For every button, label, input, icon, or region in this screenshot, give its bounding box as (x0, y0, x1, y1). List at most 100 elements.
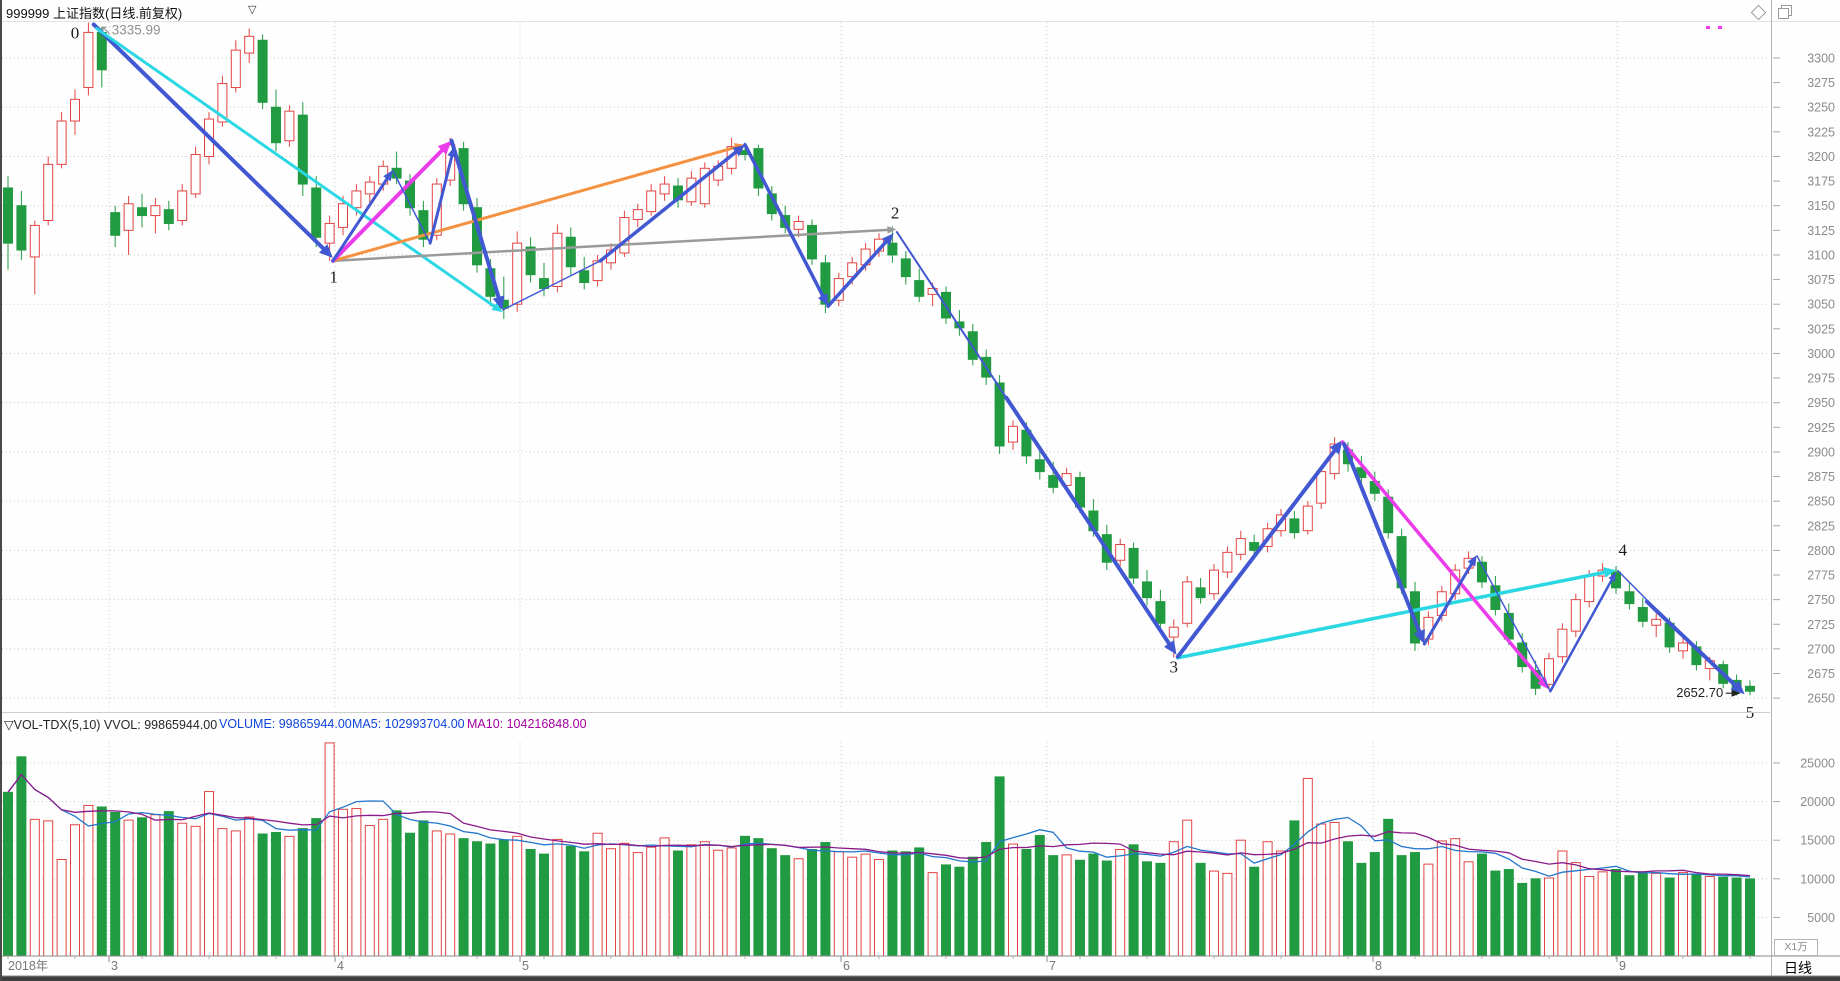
volume-bar (217, 828, 228, 957)
candle-body (592, 260, 603, 282)
month-label: 7 (1049, 959, 1056, 973)
volume-bar (1182, 819, 1193, 957)
volume-bar (1235, 839, 1246, 957)
trend-arrow-line (826, 236, 891, 308)
candle-body (1316, 471, 1327, 504)
cascade-windows-icon-front[interactable] (1778, 8, 1789, 19)
candle-body (1195, 587, 1206, 599)
candle-body (284, 110, 295, 142)
trend-arrow-head (1537, 676, 1549, 690)
axis-label: 3225 (1807, 125, 1835, 139)
axis-label: 20000 (1800, 795, 1835, 809)
volume-bar (1423, 863, 1434, 957)
trend-arrow-line (1176, 569, 1611, 660)
trend-arrow-head (319, 244, 333, 258)
volume-bar (1021, 848, 1032, 957)
volume-bar (56, 859, 67, 957)
volume-bar (338, 808, 348, 957)
symbol-title: 999999 上证指数(日线.前复权) (6, 6, 183, 21)
period-label[interactable]: 日线 (1784, 960, 1812, 976)
candle-body (632, 209, 643, 221)
month-label: 8 (1375, 959, 1382, 973)
volume-bar (29, 818, 40, 957)
trend-arrow-line (1422, 559, 1476, 646)
volume-bar (1651, 872, 1662, 957)
volume-bar (981, 842, 992, 957)
axis-label: 2652.70 (1676, 685, 1723, 700)
volume-bar (1718, 876, 1729, 957)
volume-bar (137, 817, 147, 957)
chevron-down-icon[interactable]: ▽ (248, 4, 257, 16)
volume-bar (1704, 875, 1715, 957)
month-label: 3 (111, 959, 118, 973)
volume-bar (1597, 871, 1608, 957)
volume-bar (378, 818, 389, 957)
candle-body (163, 209, 174, 224)
volume-bar (1570, 862, 1581, 957)
volume-bar (177, 822, 188, 957)
volume-bar (257, 833, 268, 957)
volume-bar (1477, 853, 1487, 957)
magenta-dot (1706, 26, 1710, 29)
candle-body (847, 262, 858, 278)
axis-label: 15000 (1800, 834, 1835, 848)
volume-bar (1356, 862, 1367, 957)
trend-arrow-head (732, 144, 745, 157)
candle-body (1048, 475, 1059, 488)
candle-body (190, 154, 201, 195)
volume-bar (579, 851, 590, 957)
vol-indicator-label[interactable]: ▽VOL-TDX(5,10) VVOL: 99865944.00 (4, 718, 218, 732)
candle-body (1584, 575, 1595, 603)
volume-unit-label: X1万 (1774, 939, 1818, 956)
volume-bar (351, 808, 362, 957)
trend-arrow-line (331, 228, 893, 263)
volume-bar (1611, 869, 1621, 957)
candle-body (324, 222, 335, 244)
window-left-edge (0, 0, 2, 981)
candle-body (1209, 569, 1219, 595)
candle-body (137, 207, 147, 217)
candle-body (257, 39, 268, 103)
volume-bar (646, 846, 657, 957)
volume-bar (1410, 852, 1420, 957)
volume-bar (244, 816, 255, 957)
volume-bar (1034, 835, 1045, 957)
candle-body (1182, 581, 1193, 624)
candle-body (1128, 547, 1139, 579)
axis-label: 3250 (1807, 101, 1835, 115)
volume-bar (1463, 861, 1474, 957)
candle-body (900, 258, 911, 278)
candle-body (43, 163, 54, 221)
volume-bar (1249, 866, 1260, 957)
trend-arrow-line (91, 22, 330, 255)
volume-bar (311, 818, 322, 957)
volume-bar (874, 859, 884, 957)
volume-bar (552, 838, 563, 957)
candle-body (1570, 599, 1581, 632)
axis-label: 3000 (1807, 347, 1835, 361)
candle-body (619, 217, 630, 254)
axis-label: 2900 (1807, 445, 1835, 459)
volume-bar (1450, 838, 1461, 957)
trend-arrow-line (1175, 444, 1340, 659)
volume-bar (1557, 850, 1568, 957)
volume-bar (606, 848, 616, 957)
candle-body (1289, 518, 1300, 534)
volume-bar (539, 853, 549, 957)
volume-ma10-line (7, 773, 1751, 877)
volume-bar (525, 848, 536, 957)
volume-bar (1115, 848, 1126, 957)
candle-body (699, 167, 710, 205)
volume-bar (1664, 877, 1675, 957)
candle-body (914, 280, 925, 297)
trend-arrow-head (881, 233, 894, 246)
volume-bar (1008, 843, 1018, 957)
candle-body (1624, 591, 1635, 605)
volume-bar (1088, 853, 1099, 957)
candle-body (271, 106, 281, 144)
axis-label: 3125 (1807, 224, 1835, 238)
volume-bar (941, 864, 951, 957)
diamond-marker-icon[interactable] (1750, 4, 1767, 21)
volume-bar (271, 831, 281, 957)
volume-bar (1436, 840, 1447, 957)
